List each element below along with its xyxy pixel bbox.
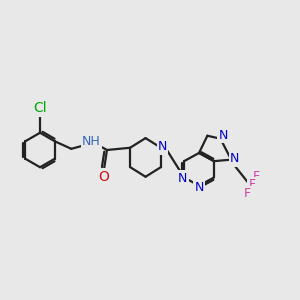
Text: F: F — [243, 187, 250, 200]
Text: Cl: Cl — [33, 101, 47, 116]
Text: O: O — [99, 170, 110, 184]
Text: N: N — [230, 152, 239, 165]
Text: N: N — [219, 129, 228, 142]
Text: F: F — [248, 178, 256, 191]
Text: NH: NH — [82, 136, 101, 148]
Text: N: N — [194, 181, 204, 194]
Text: N: N — [178, 172, 187, 184]
Text: N: N — [158, 140, 167, 153]
Text: F: F — [252, 170, 260, 183]
